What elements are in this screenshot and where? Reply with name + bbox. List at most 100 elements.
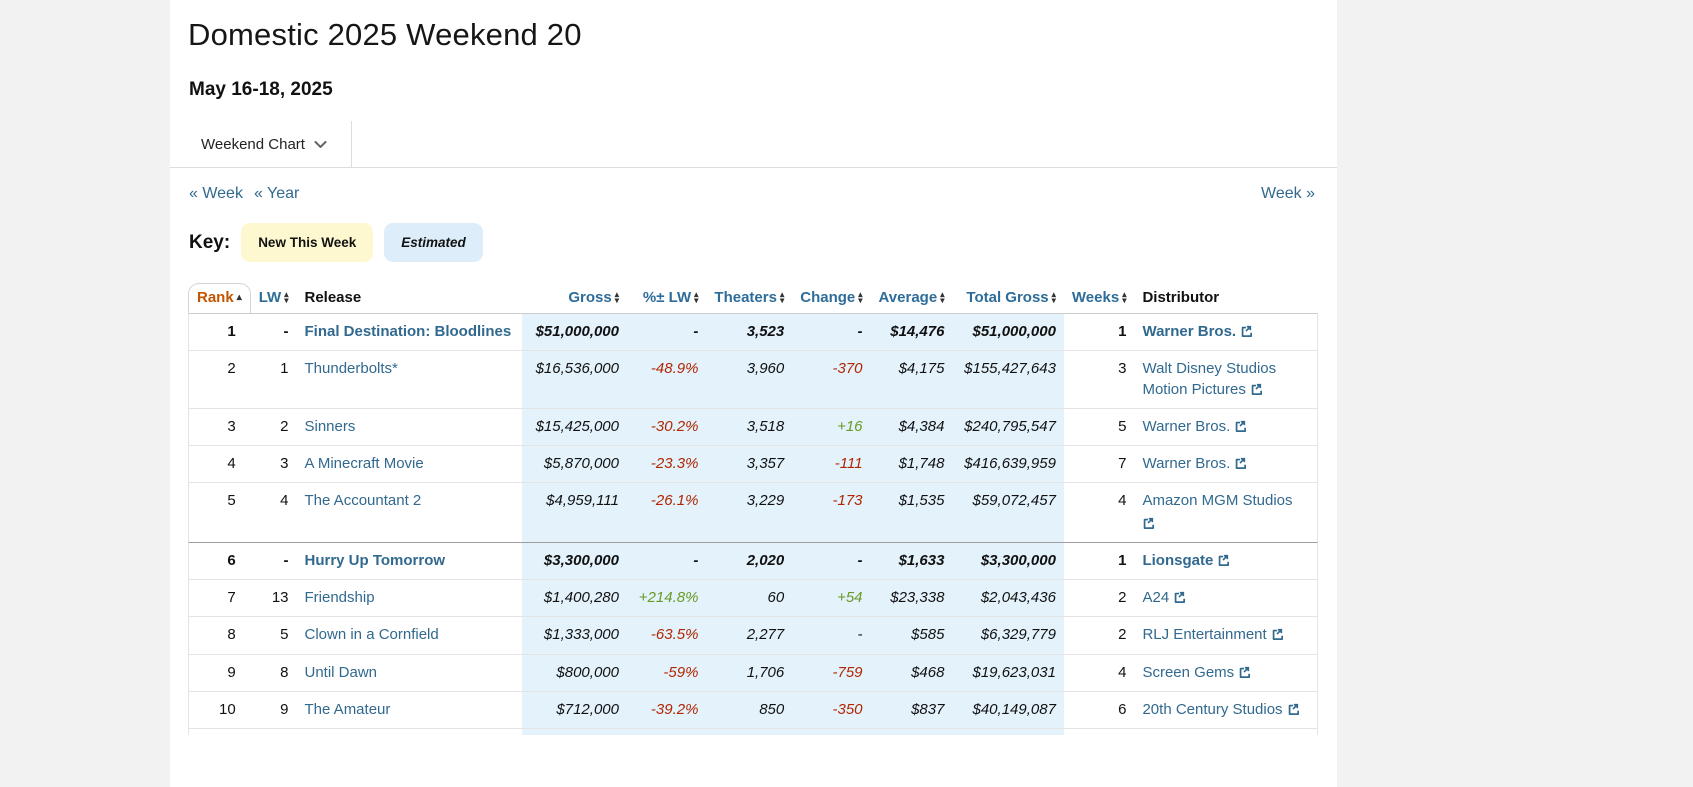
pct-lw-cell: -23.3% bbox=[626, 445, 707, 483]
theaters-cell: 2,020 bbox=[706, 541, 793, 579]
average-cell: $4,175 bbox=[870, 350, 953, 408]
distributor-name: Warner Bros. bbox=[1142, 323, 1237, 340]
distributor-link[interactable]: A24 bbox=[1142, 589, 1186, 606]
column-header-change[interactable]: Change ▴ ▾ bbox=[792, 283, 870, 313]
distributor-name: 20th Century Studios bbox=[1142, 700, 1283, 718]
sort-toggle-icon: ▴ ▾ bbox=[284, 288, 289, 305]
distributor-link[interactable]: Warner Bros. bbox=[1142, 418, 1247, 436]
average-cell: $23,338 bbox=[870, 579, 953, 617]
external-link-icon bbox=[1240, 324, 1253, 341]
column-header-label: LW bbox=[258, 288, 282, 306]
weekend-chart-dropdown[interactable]: Weekend Chart bbox=[170, 121, 352, 167]
change-cell: -173 bbox=[792, 482, 871, 542]
sort-toggle-icon: ▴ ▾ bbox=[1122, 288, 1127, 305]
pct-lw-cell: -26.1% bbox=[626, 482, 707, 542]
distributor-cell: Amazon MGM Studios bbox=[1134, 482, 1318, 542]
average-cell: $14,476 bbox=[870, 313, 953, 351]
rank-cell: 6 bbox=[188, 541, 251, 579]
date-range: May 16-18, 2025 bbox=[189, 79, 333, 100]
weeks-cell: 4 bbox=[1063, 653, 1135, 691]
pct-lw-cell: -63.5% bbox=[626, 616, 707, 654]
gross-cell: $1,400,280 bbox=[521, 579, 627, 617]
column-header-lw[interactable]: LW ▴ ▾ bbox=[251, 283, 297, 313]
release-link[interactable]: The Amateur bbox=[304, 700, 391, 718]
release-link[interactable]: Final Destination: Bloodlines bbox=[304, 323, 512, 340]
distributor-link[interactable]: Screen Gems bbox=[1142, 664, 1251, 682]
release-link[interactable]: Friendship bbox=[304, 589, 375, 606]
lw-cell: 3 bbox=[250, 445, 297, 482]
distributor-link[interactable]: Amazon MGM Studios bbox=[1142, 492, 1309, 534]
table-body: 1- Final Destination: Bloodlines $51,000,0… bbox=[188, 313, 1318, 735]
total-gross-cell: $155,427,643 bbox=[952, 350, 1064, 408]
column-header-rank[interactable]: Rank ▴ bbox=[188, 283, 251, 313]
prev-week-link[interactable]: « Week bbox=[189, 185, 243, 202]
theaters-cell: 3,523 bbox=[706, 313, 793, 351]
column-header-weeks[interactable]: Weeks ▴ ▾ bbox=[1064, 283, 1135, 313]
column-header-theaters[interactable]: Theaters ▴ ▾ bbox=[706, 283, 792, 313]
distributor-link[interactable]: RLJ Entertainment bbox=[1142, 626, 1283, 644]
lw-cell: - bbox=[250, 541, 297, 579]
release-link[interactable]: A Minecraft Movie bbox=[304, 455, 424, 472]
distributor-cell: Screen Gems bbox=[1134, 653, 1318, 691]
gross-cell: $5,870,000 bbox=[521, 445, 627, 483]
external-link-icon bbox=[1250, 382, 1262, 399]
release-cell: Thunderbolts* bbox=[296, 350, 522, 408]
release-link[interactable]: Sinners bbox=[304, 417, 356, 435]
next-week-link[interactable]: Week » bbox=[1261, 185, 1315, 202]
external-link-icon bbox=[1234, 456, 1247, 473]
release-link[interactable]: The Accountant 2 bbox=[304, 492, 422, 510]
lw-cell: 5 bbox=[250, 616, 297, 653]
external-link-icon bbox=[1142, 515, 1309, 535]
theaters-cell: 3,518 bbox=[706, 407, 793, 445]
sort-toggle-icon: ▴ ▾ bbox=[1051, 288, 1056, 305]
change-cell: - bbox=[792, 616, 871, 654]
theaters-cell: 1,706 bbox=[706, 653, 793, 691]
rank-cell: 1 bbox=[188, 313, 251, 351]
release-link[interactable]: Clown in a Cornfield bbox=[304, 626, 439, 644]
release-cell: Until Dawn bbox=[296, 653, 522, 691]
change-cell: +16 bbox=[792, 407, 871, 445]
prev-year-link[interactable]: « Year bbox=[253, 185, 300, 202]
rank-cell: 4 bbox=[188, 445, 251, 483]
column-header-label: %± LW bbox=[642, 288, 692, 306]
rank-cell: 2 bbox=[188, 350, 251, 408]
release-cell: Friendship bbox=[296, 579, 522, 616]
distributor-name: RLJ Entertainment bbox=[1142, 626, 1267, 644]
column-header-gross[interactable]: Gross ▴ ▾ bbox=[522, 283, 627, 313]
distributor-link[interactable]: Warner Bros. bbox=[1142, 323, 1253, 341]
external-link-icon bbox=[1238, 665, 1251, 682]
gross-cell: $712,000 bbox=[521, 690, 627, 728]
external-link-icon bbox=[1234, 419, 1247, 436]
table-row: 8 5 Clown in a Cornfield $1,333,000 -63.5% 2,… bbox=[188, 616, 1318, 654]
average-cell: $585 bbox=[870, 616, 953, 654]
weekend-chart-dropdown-label: Weekend Chart bbox=[201, 135, 305, 153]
release-link[interactable]: Thunderbolts* bbox=[304, 360, 398, 378]
table-header-row: Rank ▴ LW ▴ ▾ Release Gross ▴ ▾ %± LW ▴ ▾ Theaters ▴ ▾… bbox=[188, 283, 1318, 313]
distributor-link[interactable]: Warner Bros. bbox=[1142, 455, 1247, 473]
weeks-cell: 5 bbox=[1063, 407, 1135, 445]
column-header-average[interactable]: Average ▴ ▾ bbox=[871, 283, 953, 313]
release-link[interactable]: Until Dawn bbox=[304, 663, 378, 681]
column-header-label: Change bbox=[800, 288, 856, 306]
distributor-link[interactable]: Walt Disney Studios Motion Pictures bbox=[1142, 360, 1276, 397]
chart-navigation: « Week « Year Week » bbox=[189, 185, 1315, 203]
rank-cell: 5 bbox=[188, 482, 251, 542]
release-cell: A Minecraft Movie bbox=[296, 445, 522, 482]
gross-cell: $16,536,000 bbox=[521, 350, 627, 408]
distributor-link[interactable]: Lionsgate bbox=[1142, 552, 1230, 569]
column-header--lw[interactable]: %± LW ▴ ▾ bbox=[627, 283, 706, 313]
release-cell: The Accountant 2 bbox=[296, 482, 522, 542]
distributor-link[interactable]: 20th Century Studios bbox=[1142, 700, 1299, 718]
key-label: Key: bbox=[189, 231, 231, 253]
column-header-total-gross[interactable]: Total Gross ▴ ▾ bbox=[952, 283, 1063, 313]
column-header-label: Gross bbox=[568, 288, 612, 306]
rank-cell: 7 bbox=[188, 579, 251, 617]
total-gross-cell: $6,329,779 bbox=[952, 616, 1064, 654]
distributor-name: Warner Bros. bbox=[1142, 455, 1231, 472]
release-cell: Final Destination: Bloodlines bbox=[296, 313, 522, 350]
theaters-cell: 60 bbox=[706, 579, 793, 617]
release-link[interactable]: Hurry Up Tomorrow bbox=[304, 551, 446, 569]
lw-cell: - bbox=[250, 313, 297, 350]
sort-toggle-icon: ▴ ▾ bbox=[940, 288, 945, 305]
